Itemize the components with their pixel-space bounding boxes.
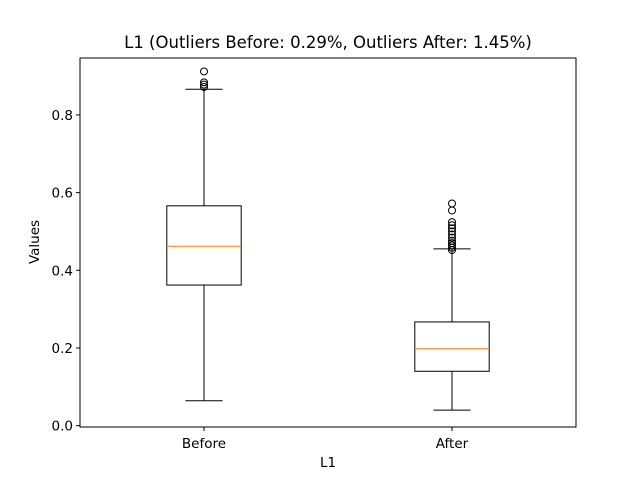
y-tick-label: 0.6 (52, 186, 73, 202)
x-tick-label: After (436, 436, 469, 452)
outlier-point (200, 78, 208, 87)
y-tick-label: 0.0 (52, 419, 73, 435)
y-tick-label: 0.8 (52, 108, 73, 124)
chart-title: L1 (Outliers Before: 0.29%, Outliers Aft… (124, 33, 532, 52)
outlier-point (448, 218, 456, 227)
x-axis: Before After (182, 427, 469, 452)
x-tick-label: Before (182, 436, 226, 452)
y-tick-label: 0.2 (52, 341, 73, 357)
y-axis-label: Values (27, 220, 43, 264)
outlier-point (448, 199, 456, 208)
y-axis: 0.0 0.2 0.4 0.6 0.8 (52, 108, 80, 435)
outlier-point (200, 82, 208, 91)
outlier-point (200, 67, 208, 76)
iqr-box (166, 205, 242, 286)
outlier-point (448, 224, 456, 233)
outlier-point (448, 230, 456, 239)
box-before (166, 67, 242, 402)
outlier-point (448, 239, 456, 248)
box-series (166, 67, 490, 411)
outlier-point (448, 241, 456, 250)
outlier-point (200, 80, 208, 89)
outlier-point (448, 221, 456, 230)
outlier-point (448, 236, 456, 245)
box-after (414, 199, 490, 411)
y-tick-label: 0.4 (52, 263, 73, 279)
outlier-point (448, 206, 456, 215)
plot-area-frame (79, 57, 577, 428)
outlier-point (448, 233, 456, 242)
iqr-box (414, 321, 490, 372)
outlier-point (448, 227, 456, 236)
x-axis-label: L1 (320, 455, 336, 471)
